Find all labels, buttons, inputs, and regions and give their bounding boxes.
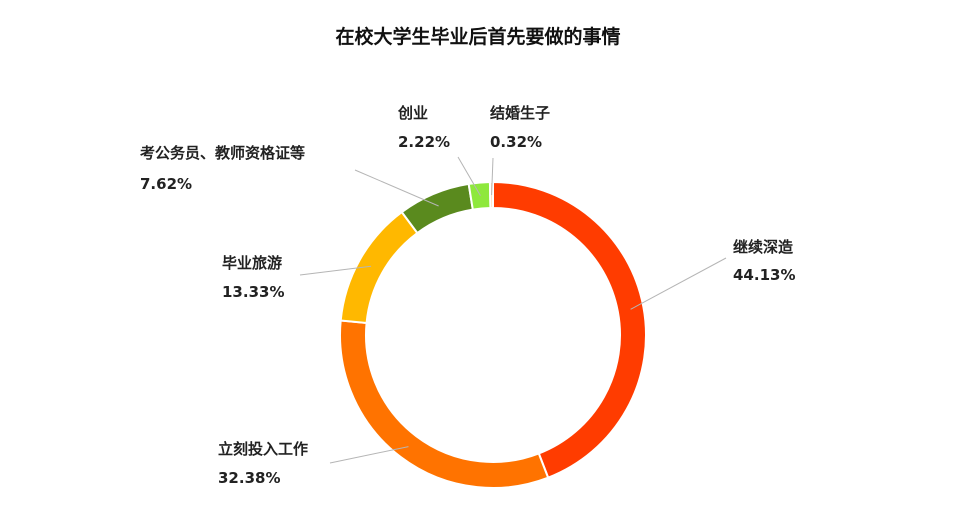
slice-labels: 继续深造 44.13% 立刻投入工作 32.38% 毕业旅游 13.33% 考公务员、教师资…: [140, 104, 795, 487]
slice-2: [339, 210, 419, 325]
leader-line-1: [329, 446, 409, 464]
chart-title: 在校大学生毕业后首先要做的事情: [335, 25, 620, 48]
slice-label-4: 创业: [397, 104, 428, 122]
slice-value-4: 2.22%: [398, 133, 450, 151]
donut-slices: [339, 180, 647, 489]
slice-label-2: 毕业旅游: [222, 254, 282, 272]
leader-line-0: [630, 257, 727, 310]
slice-3: [400, 182, 474, 235]
leader-lines: [299, 156, 727, 464]
slice-label-5: 结婚生子: [490, 104, 550, 122]
slice-label-1: 立刻投入工作: [218, 440, 308, 458]
slice-value-5: 0.32%: [490, 133, 542, 151]
slice-value-1: 32.38%: [218, 469, 280, 487]
leader-line-3: [354, 169, 439, 207]
leader-line-4: [457, 156, 481, 196]
leader-line-2: [299, 265, 372, 276]
slice-4: [467, 181, 492, 211]
slice-1: [339, 319, 550, 489]
slice-label-0: 继续深造: [733, 238, 793, 256]
slice-label-3: 考公务员、教师资格证等: [140, 144, 305, 162]
slice-value-2: 13.33%: [222, 283, 284, 301]
slice-value-3: 7.62%: [140, 175, 192, 193]
slice-value-0: 44.13%: [733, 266, 795, 284]
slice-0: [492, 180, 647, 480]
leader-line-5: [491, 157, 494, 196]
